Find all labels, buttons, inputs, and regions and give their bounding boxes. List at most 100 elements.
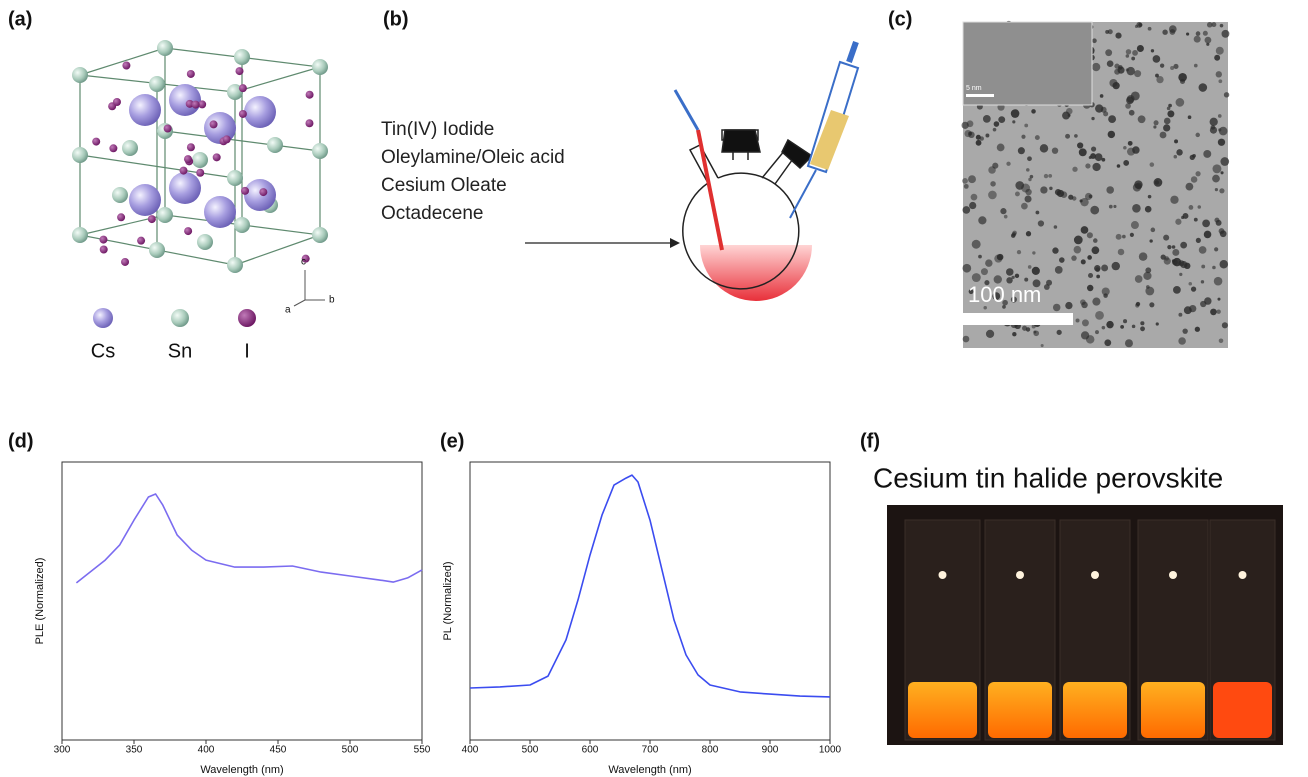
particle bbox=[1219, 228, 1225, 234]
particle bbox=[1204, 231, 1212, 239]
cs-atom bbox=[244, 179, 276, 211]
legend-label: Sn bbox=[168, 340, 192, 362]
particle bbox=[1134, 70, 1141, 77]
reflection bbox=[1016, 571, 1024, 579]
plot-frame bbox=[470, 462, 830, 740]
axis-label: c bbox=[301, 257, 306, 268]
legend-label: I bbox=[244, 340, 250, 362]
panel-label: (f) bbox=[860, 430, 880, 452]
particle bbox=[1114, 64, 1119, 69]
scale-bar bbox=[963, 313, 1073, 325]
particle bbox=[1202, 220, 1210, 228]
i-atom bbox=[239, 110, 247, 118]
particle bbox=[1192, 154, 1196, 158]
particle bbox=[1011, 276, 1014, 279]
particle bbox=[1021, 135, 1025, 139]
particle bbox=[990, 181, 996, 187]
i-atom bbox=[113, 98, 121, 106]
particle bbox=[1015, 191, 1020, 196]
i-atom bbox=[305, 119, 313, 127]
plot-frame bbox=[62, 462, 422, 740]
page: (a) (b) (c) (d) (e) (f) c a b Cs Sn I Ti… bbox=[0, 0, 1308, 777]
x-tick-label: 1000 bbox=[819, 745, 842, 756]
particle bbox=[1131, 57, 1135, 61]
x-tick-label: 900 bbox=[762, 745, 779, 756]
particle bbox=[1215, 188, 1218, 191]
arrow-head bbox=[670, 238, 680, 248]
crystal-axes bbox=[294, 270, 325, 306]
particle bbox=[1224, 92, 1229, 97]
particle bbox=[1180, 261, 1187, 268]
cs-atom bbox=[169, 172, 201, 204]
particle bbox=[1052, 147, 1058, 153]
particle bbox=[1095, 267, 1100, 272]
particle bbox=[1220, 24, 1224, 28]
sn-atom bbox=[312, 227, 328, 243]
particle bbox=[1082, 319, 1089, 326]
i-atom bbox=[99, 236, 107, 244]
particle bbox=[1105, 30, 1109, 34]
particle bbox=[1214, 277, 1223, 286]
x-tick-label: 400 bbox=[462, 745, 479, 756]
particle bbox=[1148, 27, 1152, 31]
particle bbox=[981, 268, 988, 275]
particle bbox=[1093, 238, 1098, 243]
particle bbox=[1214, 55, 1220, 61]
particle bbox=[1138, 115, 1146, 123]
particle bbox=[978, 255, 982, 259]
i-atom bbox=[121, 258, 129, 266]
y-axis-label: PLE (Normalized) bbox=[34, 558, 46, 645]
particle bbox=[1199, 83, 1208, 92]
cs-atom bbox=[244, 96, 276, 128]
particle bbox=[1172, 245, 1176, 249]
particle bbox=[998, 116, 1005, 123]
sn-atom bbox=[227, 257, 243, 273]
i-atom bbox=[117, 213, 125, 221]
x-tick-label: 800 bbox=[702, 745, 719, 756]
vial-glow bbox=[988, 682, 1052, 738]
particle bbox=[1182, 328, 1187, 333]
cs-atom bbox=[204, 112, 236, 144]
particle bbox=[1199, 246, 1207, 254]
cs-atom bbox=[129, 184, 161, 216]
particle bbox=[1140, 326, 1145, 331]
particle bbox=[988, 191, 997, 200]
particle bbox=[1109, 205, 1113, 209]
particle bbox=[1216, 220, 1222, 226]
particle bbox=[1172, 259, 1178, 265]
particle bbox=[971, 194, 978, 201]
sn-atom bbox=[312, 59, 328, 75]
particle bbox=[1173, 286, 1181, 294]
reflection bbox=[1169, 571, 1177, 579]
thermometer bbox=[698, 130, 722, 250]
particle bbox=[969, 202, 976, 209]
particle bbox=[1026, 168, 1030, 172]
particle bbox=[997, 144, 1005, 152]
particle bbox=[1179, 273, 1182, 276]
particle bbox=[1212, 164, 1221, 173]
particle bbox=[976, 140, 982, 146]
sn-atom bbox=[157, 207, 173, 223]
particle bbox=[1113, 205, 1116, 208]
particle bbox=[1074, 134, 1078, 138]
i-atom bbox=[187, 143, 195, 151]
particle bbox=[992, 163, 998, 169]
particle bbox=[1095, 311, 1104, 320]
sn-atom bbox=[149, 76, 165, 92]
particle bbox=[1212, 266, 1216, 270]
particle bbox=[1076, 318, 1080, 322]
particle bbox=[1162, 30, 1167, 35]
particle bbox=[1136, 22, 1142, 28]
particle bbox=[962, 178, 968, 184]
particle bbox=[1102, 326, 1106, 330]
vial-glow bbox=[908, 682, 977, 738]
particle bbox=[1011, 109, 1020, 118]
panel-label: (e) bbox=[440, 430, 464, 452]
axis-arrow bbox=[294, 300, 305, 306]
particle bbox=[1117, 164, 1121, 168]
particle bbox=[985, 259, 992, 266]
particle bbox=[997, 254, 1004, 261]
particle bbox=[1106, 186, 1114, 194]
particle bbox=[1186, 32, 1189, 35]
particle bbox=[1101, 264, 1108, 271]
